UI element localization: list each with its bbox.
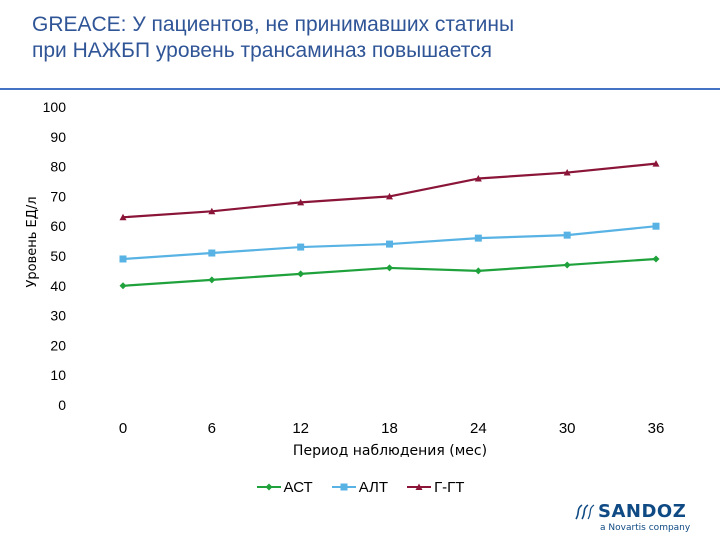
x-tick-label: 6 bbox=[208, 420, 216, 437]
data-point-series-3 bbox=[386, 192, 393, 200]
data-point-series-1 bbox=[119, 282, 127, 290]
logo-brand-name: SANDOZ bbox=[598, 501, 687, 522]
data-point-series-3 bbox=[297, 198, 305, 206]
legend-label-3: Г-ГТ bbox=[434, 478, 465, 496]
data-point-series-3 bbox=[119, 213, 127, 221]
y-tick-label: 40 bbox=[50, 278, 66, 294]
data-point-series-2 bbox=[652, 222, 660, 230]
y-tick-label: 50 bbox=[50, 248, 66, 264]
legend-label-1: АСТ bbox=[283, 478, 313, 496]
data-point-series-3 bbox=[474, 175, 482, 182]
data-point-series-2 bbox=[474, 234, 482, 242]
data-point-series-1 bbox=[297, 270, 305, 278]
legend-swatch-2 bbox=[331, 483, 356, 491]
y-tick-label: 80 bbox=[50, 159, 66, 175]
legend-item-1: АСТ bbox=[256, 479, 313, 496]
data-point-series-1 bbox=[208, 276, 216, 284]
sandoz-mark-icon bbox=[575, 504, 595, 520]
data-point-series-3 bbox=[563, 169, 571, 176]
y-axis-label: Уровень ЕД/л bbox=[25, 196, 40, 287]
legend-swatch-3 bbox=[407, 483, 432, 490]
data-point-series-2 bbox=[386, 240, 393, 248]
x-tick-label: 30 bbox=[559, 420, 576, 437]
data-point-series-3 bbox=[652, 160, 660, 167]
data-point-series-2 bbox=[563, 231, 571, 239]
chart-legend: АСТ АЛТ Г-ГТ bbox=[0, 476, 720, 498]
data-point-series-3 bbox=[208, 207, 216, 215]
y-tick-label: 60 bbox=[50, 218, 66, 234]
data-point-series-1 bbox=[386, 264, 393, 272]
legend-item-3: Г-ГТ bbox=[406, 479, 464, 496]
x-tick-label: 24 bbox=[470, 420, 487, 437]
title-divider bbox=[0, 88, 720, 90]
x-tick-label: 0 bbox=[119, 420, 127, 437]
legend-label-2: АЛТ bbox=[358, 478, 389, 496]
series-line-3 bbox=[122, 162, 657, 219]
y-tick-label: 90 bbox=[50, 129, 66, 145]
legend-swatch-1 bbox=[256, 483, 281, 491]
y-tick-label: 30 bbox=[50, 308, 66, 324]
x-tick-label: 36 bbox=[648, 420, 665, 437]
y-tick-label: 100 bbox=[43, 99, 67, 115]
y-tick-label: 70 bbox=[50, 188, 66, 204]
y-tick-label: 0 bbox=[58, 397, 66, 413]
legend-item-2: АЛТ bbox=[331, 479, 388, 496]
data-point-series-1 bbox=[474, 267, 482, 275]
line-chart: 0 10 20 30 40 50 60 70 80 90 100 0 6 12 18 24 30 36 Период… bbox=[25, 99, 665, 459]
data-point-series-2 bbox=[297, 243, 305, 251]
sandoz-logo: SANDOZ a Novartis company bbox=[570, 497, 710, 539]
x-axis-label: Период наблюдения (мес) bbox=[293, 443, 487, 459]
series-line-1 bbox=[122, 257, 657, 287]
data-point-series-2 bbox=[119, 255, 127, 263]
y-tick-label: 20 bbox=[50, 337, 66, 353]
slide-title-line-2: при НАЖБП уровень трансаминаз повышается bbox=[32, 39, 492, 62]
data-point-series-1 bbox=[563, 261, 571, 269]
y-tick-label: 10 bbox=[50, 367, 66, 383]
x-tick-label: 12 bbox=[292, 420, 309, 437]
data-point-series-2 bbox=[208, 249, 216, 257]
slide-title-line-1: GREACE: У пациентов, не принимавших стат… bbox=[32, 13, 515, 36]
logo-tagline: a Novartis company bbox=[600, 523, 691, 533]
x-tick-label: 18 bbox=[381, 420, 398, 437]
data-point-series-1 bbox=[652, 255, 660, 263]
slide-title: GREACE: У пациентов, не принимавших стат… bbox=[32, 12, 692, 64]
